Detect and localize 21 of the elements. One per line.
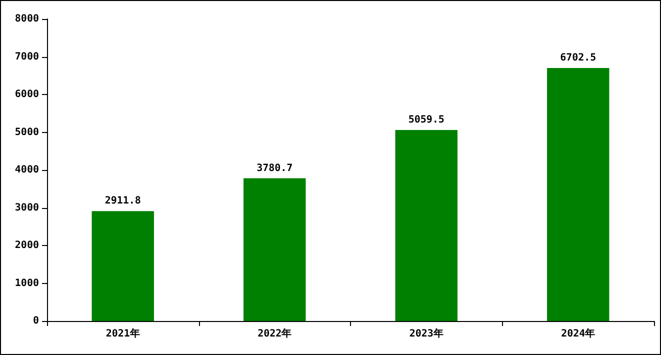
y-tick-label: 6000 — [14, 89, 39, 100]
x-tick-label: 2021年 — [106, 328, 140, 340]
y-tick-label: 1000 — [14, 278, 39, 289]
x-tick-label: 2023年 — [409, 328, 444, 340]
bar — [244, 178, 306, 321]
y-tick-label: 3000 — [14, 202, 39, 214]
bar — [547, 68, 610, 321]
y-tick-label: 7000 — [14, 51, 39, 62]
x-tick-label: 2022年 — [258, 328, 292, 340]
data-label: 2911.8 — [104, 196, 141, 207]
data-label: 5059.5 — [408, 114, 444, 126]
y-tick-label: 5000 — [14, 126, 39, 138]
y-tick-label: 8000 — [14, 14, 39, 24]
bar — [92, 211, 154, 321]
y-tick-label: 2000 — [14, 240, 39, 251]
y-tick-label: 4000 — [14, 164, 39, 176]
data-label: 3780.7 — [256, 162, 293, 174]
x-tick-label: 2024年 — [561, 328, 596, 340]
y-tick-label: 0 — [32, 316, 39, 326]
data-label: 6702.5 — [560, 52, 596, 64]
bar — [395, 130, 458, 321]
